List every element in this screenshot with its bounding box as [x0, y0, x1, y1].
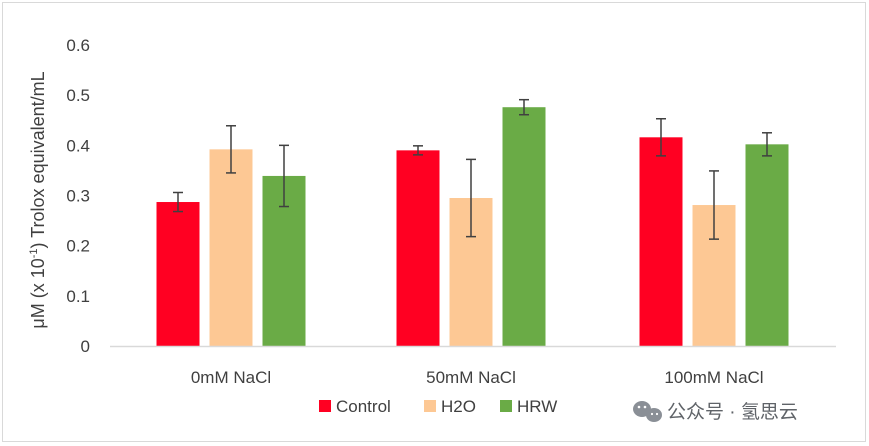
error-bar-control-3 — [656, 117, 666, 157]
legend-item-hrw: HRW — [500, 397, 557, 416]
watermark-text: 公众号 · 氢思云 — [667, 401, 798, 423]
y-tick-label: 0.2 — [66, 237, 90, 256]
legend-swatch — [500, 400, 512, 412]
bar-h2o-1 — [209, 149, 253, 346]
y-tick-label: 0 — [81, 337, 90, 356]
error-bar-h2o-3 — [709, 170, 719, 240]
x-category-label: 0mM NaCl — [191, 368, 271, 387]
x-axis-categories: 0mM NaCl 50mM NaCl 100mM NaCl — [191, 368, 764, 387]
bar-control-2 — [396, 150, 440, 346]
bar-hrw-3 — [745, 144, 789, 346]
error-bar-h2o-1 — [226, 125, 236, 174]
bar-control-1 — [156, 202, 200, 346]
y-tick-label: 0.6 — [66, 36, 90, 55]
bar-control-3 — [639, 137, 683, 346]
legend-label: H2O — [441, 397, 476, 416]
watermark: 公众号 · 氢思云 — [633, 401, 798, 423]
legend-item-control: Control — [319, 397, 391, 416]
legend-label: Control — [336, 397, 391, 416]
legend-swatch — [424, 400, 436, 412]
bar-hrw-2 — [502, 107, 546, 346]
y-tick-label: 0.5 — [66, 86, 90, 105]
bars — [156, 107, 789, 346]
error-bar-hrw-2 — [519, 98, 529, 116]
y-axis-ticks: 0 0.1 0.2 0.3 0.4 0.5 0.6 — [66, 36, 90, 356]
y-axis-label: μM (x 10-1) Trolox equivalent/mL — [28, 71, 48, 328]
legend: Control H2O HRW — [319, 397, 557, 416]
error-bar-hrw-3 — [762, 132, 772, 157]
y-tick-label: 0.1 — [66, 287, 90, 306]
x-category-label: 50mM NaCl — [426, 368, 516, 387]
error-bar-control-2 — [413, 145, 423, 156]
error-bar-hrw-1 — [279, 144, 289, 208]
legend-swatch — [319, 400, 331, 412]
error-bar-control-1 — [173, 191, 183, 213]
x-category-label: 100mM NaCl — [664, 368, 763, 387]
legend-label: HRW — [517, 397, 557, 416]
y-tick-label: 0.3 — [66, 187, 90, 206]
error-bar-h2o-2 — [466, 158, 476, 238]
legend-item-h2o: H2O — [424, 397, 476, 416]
wechat-icon — [633, 401, 662, 422]
y-tick-label: 0.4 — [66, 136, 90, 155]
error-bars — [173, 98, 772, 240]
